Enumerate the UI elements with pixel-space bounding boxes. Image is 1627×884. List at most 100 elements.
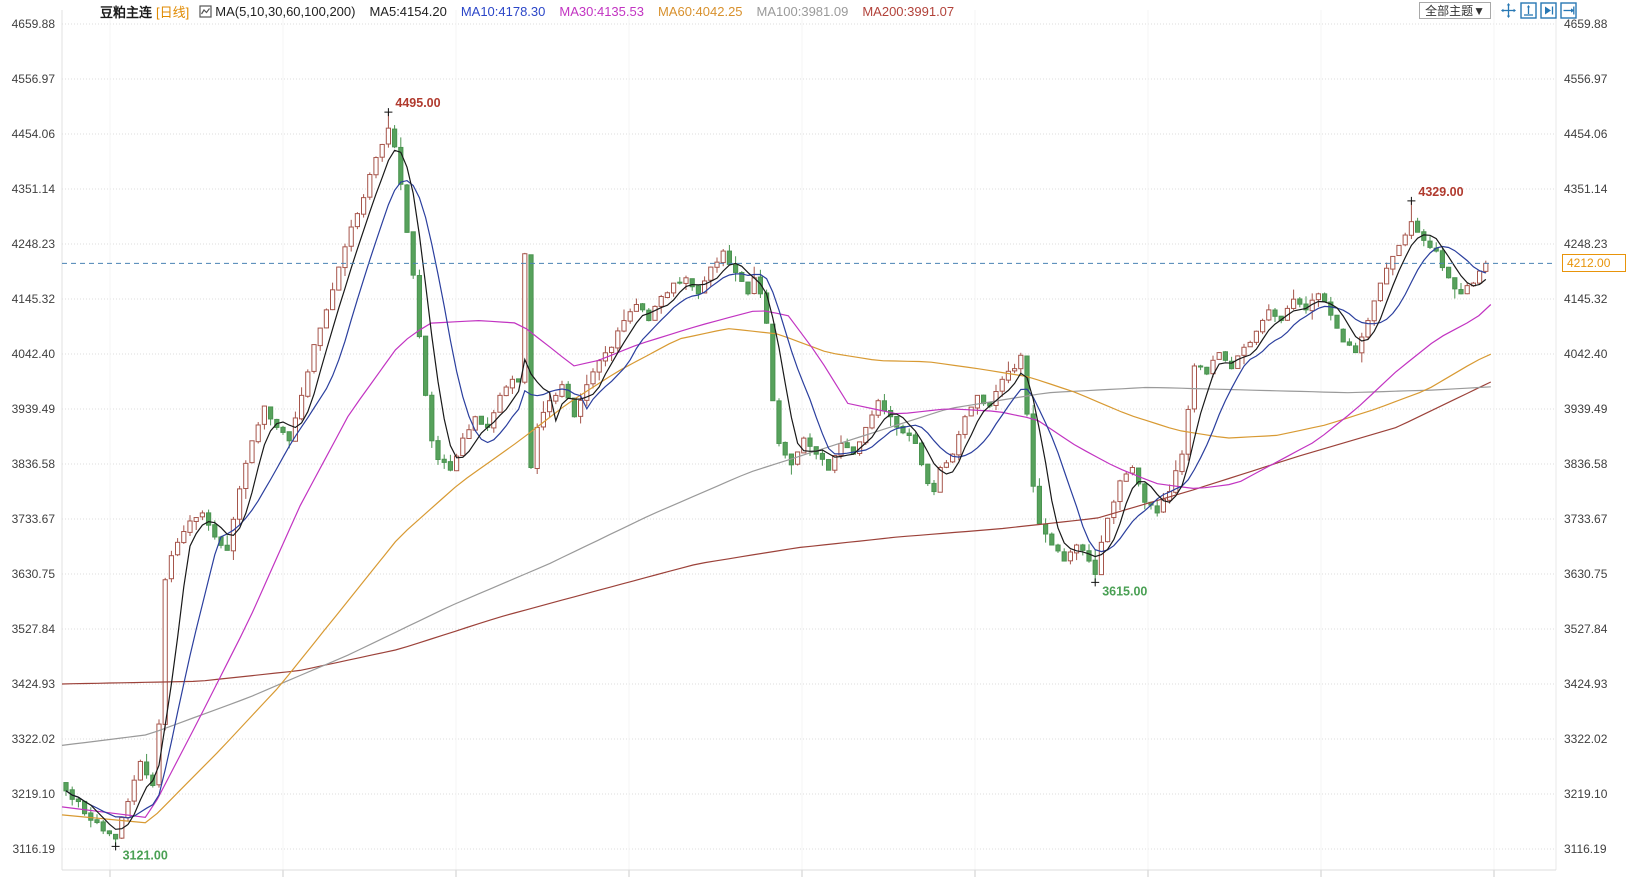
candle-body bbox=[1012, 368, 1018, 372]
candle-body bbox=[1024, 355, 1030, 415]
price-marker-label: 3121.00 bbox=[123, 848, 168, 862]
candle-body bbox=[652, 305, 658, 321]
candle-body bbox=[999, 378, 1005, 392]
theme-selector-button[interactable]: 全部主题▼ bbox=[1419, 2, 1491, 19]
axis-label-right: 3630.75 bbox=[1564, 567, 1608, 581]
candle-body bbox=[974, 394, 980, 409]
axis-label-right: 3939.49 bbox=[1564, 402, 1608, 416]
candle-body bbox=[770, 323, 776, 402]
candle-body bbox=[1458, 289, 1464, 295]
candle-body bbox=[100, 821, 106, 832]
candle-body bbox=[1483, 262, 1489, 272]
candle-body bbox=[1154, 505, 1160, 514]
candle-body bbox=[1005, 370, 1011, 381]
candle-body bbox=[497, 394, 503, 413]
axis-label-left: 3424.93 bbox=[11, 677, 55, 691]
axis-label-left: 4454.06 bbox=[11, 127, 55, 141]
axis-label-left: 4351.14 bbox=[11, 182, 55, 196]
candle-body bbox=[1061, 551, 1067, 562]
candle-body bbox=[1216, 352, 1222, 360]
last-price-label: 4212.00 bbox=[1562, 254, 1626, 273]
candle-body bbox=[1222, 351, 1229, 361]
candle-body bbox=[726, 250, 732, 265]
candle-body bbox=[292, 417, 298, 442]
candle-body bbox=[1247, 341, 1253, 348]
candle-body bbox=[447, 461, 453, 471]
candle-body bbox=[311, 344, 317, 372]
axis-label-left: 3836.58 bbox=[11, 457, 55, 471]
indicator-icon[interactable] bbox=[199, 4, 212, 18]
candle-body bbox=[943, 462, 949, 468]
candle-body bbox=[968, 406, 974, 417]
candle-body bbox=[559, 384, 565, 397]
candle-body bbox=[615, 330, 621, 349]
candle-body bbox=[1427, 240, 1433, 248]
candle-body bbox=[658, 295, 664, 307]
candle-body bbox=[857, 441, 863, 454]
axis-label-right: 4556.97 bbox=[1564, 72, 1608, 86]
candle-body bbox=[540, 411, 546, 428]
candle-body bbox=[640, 303, 646, 311]
candle-body bbox=[1266, 309, 1272, 321]
candle-body bbox=[1452, 277, 1458, 290]
candle-body bbox=[187, 520, 193, 533]
candle-body bbox=[454, 455, 460, 472]
step-forward-icon[interactable] bbox=[1560, 2, 1577, 19]
candle-body bbox=[1297, 298, 1303, 305]
candle-body bbox=[131, 779, 137, 802]
candle-body bbox=[1043, 523, 1049, 535]
axis-label-right: 3116.19 bbox=[1564, 842, 1607, 856]
candle-body bbox=[733, 264, 739, 273]
axis-label-left: 4659.88 bbox=[11, 17, 55, 31]
axis-label-left: 3219.10 bbox=[11, 787, 55, 801]
candle-body bbox=[441, 458, 447, 463]
candle-body bbox=[280, 426, 286, 433]
candle-body bbox=[1030, 413, 1036, 487]
candle-body bbox=[162, 579, 168, 725]
candle-body bbox=[1402, 234, 1408, 246]
price-marker-cross bbox=[1091, 578, 1100, 587]
candle-body bbox=[1328, 301, 1334, 316]
pan-move-icon[interactable] bbox=[1500, 2, 1517, 19]
candle-body bbox=[571, 397, 577, 418]
candle-body bbox=[373, 157, 379, 176]
candle-body bbox=[243, 462, 249, 490]
candle-body bbox=[1340, 328, 1346, 343]
candle-body bbox=[534, 426, 540, 469]
candle-body bbox=[807, 437, 813, 447]
candle-body bbox=[1229, 360, 1235, 370]
candle-body bbox=[522, 253, 528, 383]
candle-body bbox=[869, 414, 875, 429]
axis-label-right: 4248.23 bbox=[1564, 237, 1608, 251]
candle-body bbox=[1322, 293, 1328, 302]
candle-body bbox=[689, 278, 695, 288]
candle-body bbox=[1346, 341, 1353, 346]
candle-body bbox=[708, 266, 714, 281]
candle-body bbox=[1173, 470, 1179, 493]
candle-body bbox=[168, 555, 175, 580]
candle-body bbox=[1253, 330, 1260, 343]
candle-body bbox=[1408, 221, 1415, 236]
price-marker-cross bbox=[111, 842, 120, 851]
play-forward-icon[interactable] bbox=[1540, 2, 1557, 19]
candle-body bbox=[509, 378, 515, 389]
candle-body bbox=[1204, 366, 1210, 375]
fit-vertical-icon[interactable] bbox=[1520, 2, 1537, 19]
ma-parameters-label: MA(5,10,30,60,100,200) bbox=[215, 3, 356, 19]
candle-body bbox=[757, 276, 763, 295]
candle-body bbox=[1272, 309, 1278, 317]
candle-body bbox=[94, 819, 100, 824]
axis-label-right: 3836.58 bbox=[1564, 457, 1608, 471]
candle-body bbox=[416, 275, 422, 338]
ma60-value: MA60:4042.25 bbox=[657, 3, 743, 19]
price-marker-cross bbox=[1407, 196, 1416, 205]
candle-body bbox=[410, 231, 416, 276]
candle-body bbox=[528, 254, 534, 469]
candle-body bbox=[553, 394, 559, 402]
candle-body bbox=[844, 442, 850, 449]
candle-body bbox=[962, 416, 968, 435]
candle-body bbox=[826, 459, 832, 471]
candle-body bbox=[82, 800, 88, 815]
axis-label-right: 4454.06 bbox=[1564, 127, 1608, 141]
